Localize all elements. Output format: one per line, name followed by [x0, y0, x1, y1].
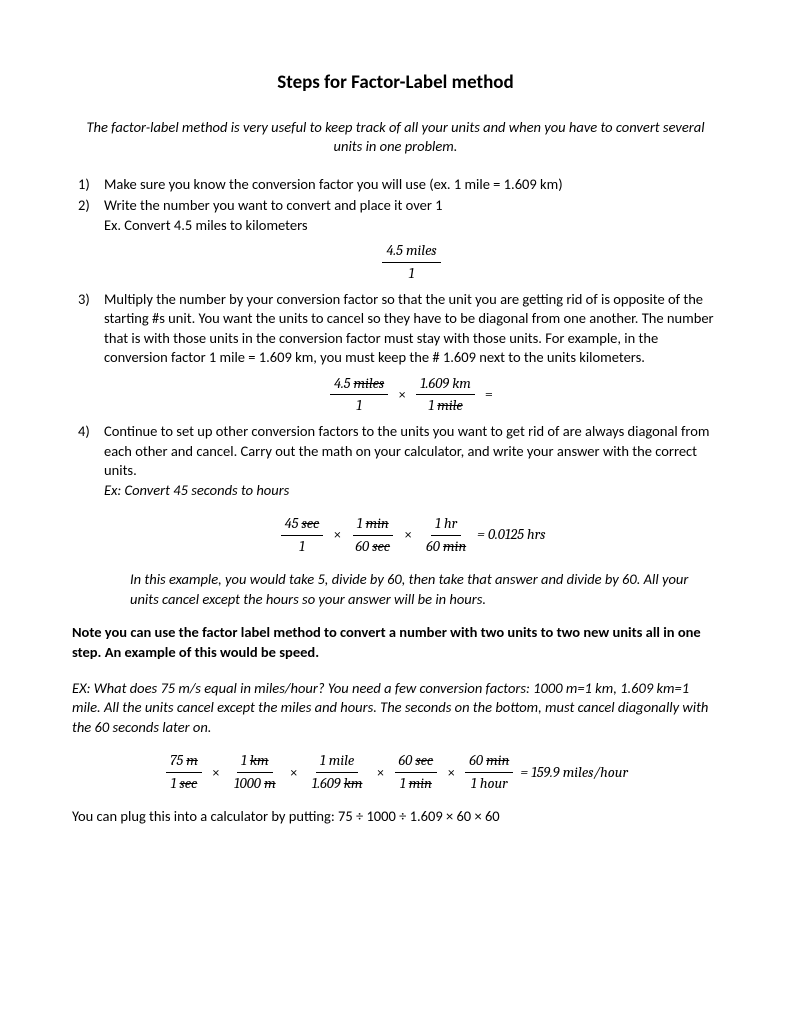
- times-icon: ×: [212, 763, 220, 783]
- eq4-result: = 159.9 miles/hour: [520, 763, 628, 783]
- step-1-text: Make sure you know the conversion factor…: [104, 175, 563, 193]
- eq3-f2d-s: sec: [372, 538, 390, 555]
- page-title: Steps for Factor-Label method: [72, 70, 719, 96]
- step-1: Make sure you know the conversion factor…: [72, 175, 719, 195]
- times-icon: ×: [398, 385, 406, 405]
- eq1-num: 4.5 miles: [382, 241, 440, 263]
- eq4-f4d: 1: [400, 775, 409, 792]
- eq4-f1ds: sec: [180, 775, 198, 792]
- eq4-f4ds: min: [409, 775, 432, 792]
- eq4-f2ds: m: [264, 775, 276, 792]
- eq2-f1n-strike: miles: [354, 375, 385, 392]
- eq3-f2n-s: min: [366, 515, 389, 532]
- eq4-f1d: 1: [171, 775, 180, 792]
- eq2-f1d: 1: [352, 395, 366, 416]
- equation-2: 4.5 miles 1 × 1.609 km 1 mile =: [104, 374, 719, 416]
- eq4-f3d: 1.609: [312, 775, 344, 792]
- eq3-f1d: 1: [295, 536, 309, 557]
- eq3-result: = 0.0125 hrs: [477, 525, 545, 545]
- intro-text: The factor-label method is very useful t…: [72, 118, 719, 157]
- eq4-f1ns: m: [186, 752, 198, 769]
- step-4-note: In this example, you would take 5, divid…: [130, 570, 719, 609]
- eq4-f1n: 75: [170, 752, 186, 769]
- eq4-f2n: 1: [241, 752, 250, 769]
- eq4-f4ns: sec: [415, 752, 433, 769]
- example-block: EX: What does 75 m/s equal in miles/hour…: [72, 679, 719, 738]
- equals-icon: =: [485, 385, 493, 405]
- step-4-text: Continue to set up other conversion fact…: [104, 422, 709, 479]
- eq4-f5n: 60: [469, 752, 486, 769]
- eq3-f3n: 1 hr: [431, 514, 461, 536]
- eq4-f3n: 1 mile: [316, 751, 358, 773]
- equation-4: 75 m 1 sec × 1 km 1000 m × 1 mile 1.609 …: [72, 751, 719, 793]
- eq2-f2d-strike: mile: [437, 397, 462, 414]
- equation-1: 4.5 miles 1: [104, 241, 719, 283]
- eq3-f1n-s: sec: [302, 515, 320, 532]
- times-icon: ×: [333, 525, 341, 545]
- step-3: Multiply the number by your conversion f…: [72, 290, 719, 416]
- step-3-text: Multiply the number by your conversion f…: [104, 290, 714, 367]
- times-icon: ×: [404, 525, 412, 545]
- steps-list: Make sure you know the conversion factor…: [72, 175, 719, 557]
- eq2-f1n: 4.5: [334, 375, 354, 392]
- eq3-f1n: 45: [285, 515, 302, 532]
- final-line: You can plug this into a calculator by p…: [72, 807, 719, 827]
- eq4-f5ns: min: [486, 752, 509, 769]
- bold-note: Note you can use the factor label method…: [72, 623, 719, 662]
- eq4-f3ds: km: [344, 775, 363, 792]
- eq4-f2ns: km: [250, 752, 269, 769]
- equation-3: 45 sec 1 × 1 min 60 sec × 1 hr 60 min = …: [104, 514, 719, 556]
- times-icon: ×: [447, 763, 455, 783]
- eq3-f3d-s: min: [443, 538, 466, 555]
- eq1-den: 1: [405, 263, 419, 284]
- step-4-example: Ex: Convert 45 seconds to hours: [104, 481, 719, 501]
- step-4: Continue to set up other conversion fact…: [72, 422, 719, 556]
- eq3-f2d: 60: [355, 538, 372, 555]
- step-2-example: Ex. Convert 4.5 miles to kilometers: [104, 216, 719, 236]
- eq3-f3d: 60: [426, 538, 443, 555]
- eq2-f2n: 1.609 km: [416, 374, 475, 396]
- step-2-text: Write the number you want to convert and…: [104, 196, 443, 214]
- eq4-f4n: 60: [399, 752, 416, 769]
- eq4-f5d: 1 hour: [467, 773, 512, 794]
- times-icon: ×: [376, 763, 384, 783]
- eq4-f2d: 1000: [234, 775, 264, 792]
- times-icon: ×: [290, 763, 298, 783]
- step-2: Write the number you want to convert and…: [72, 196, 719, 283]
- eq2-f2d: 1: [428, 397, 437, 414]
- eq3-f2n: 1: [357, 515, 366, 532]
